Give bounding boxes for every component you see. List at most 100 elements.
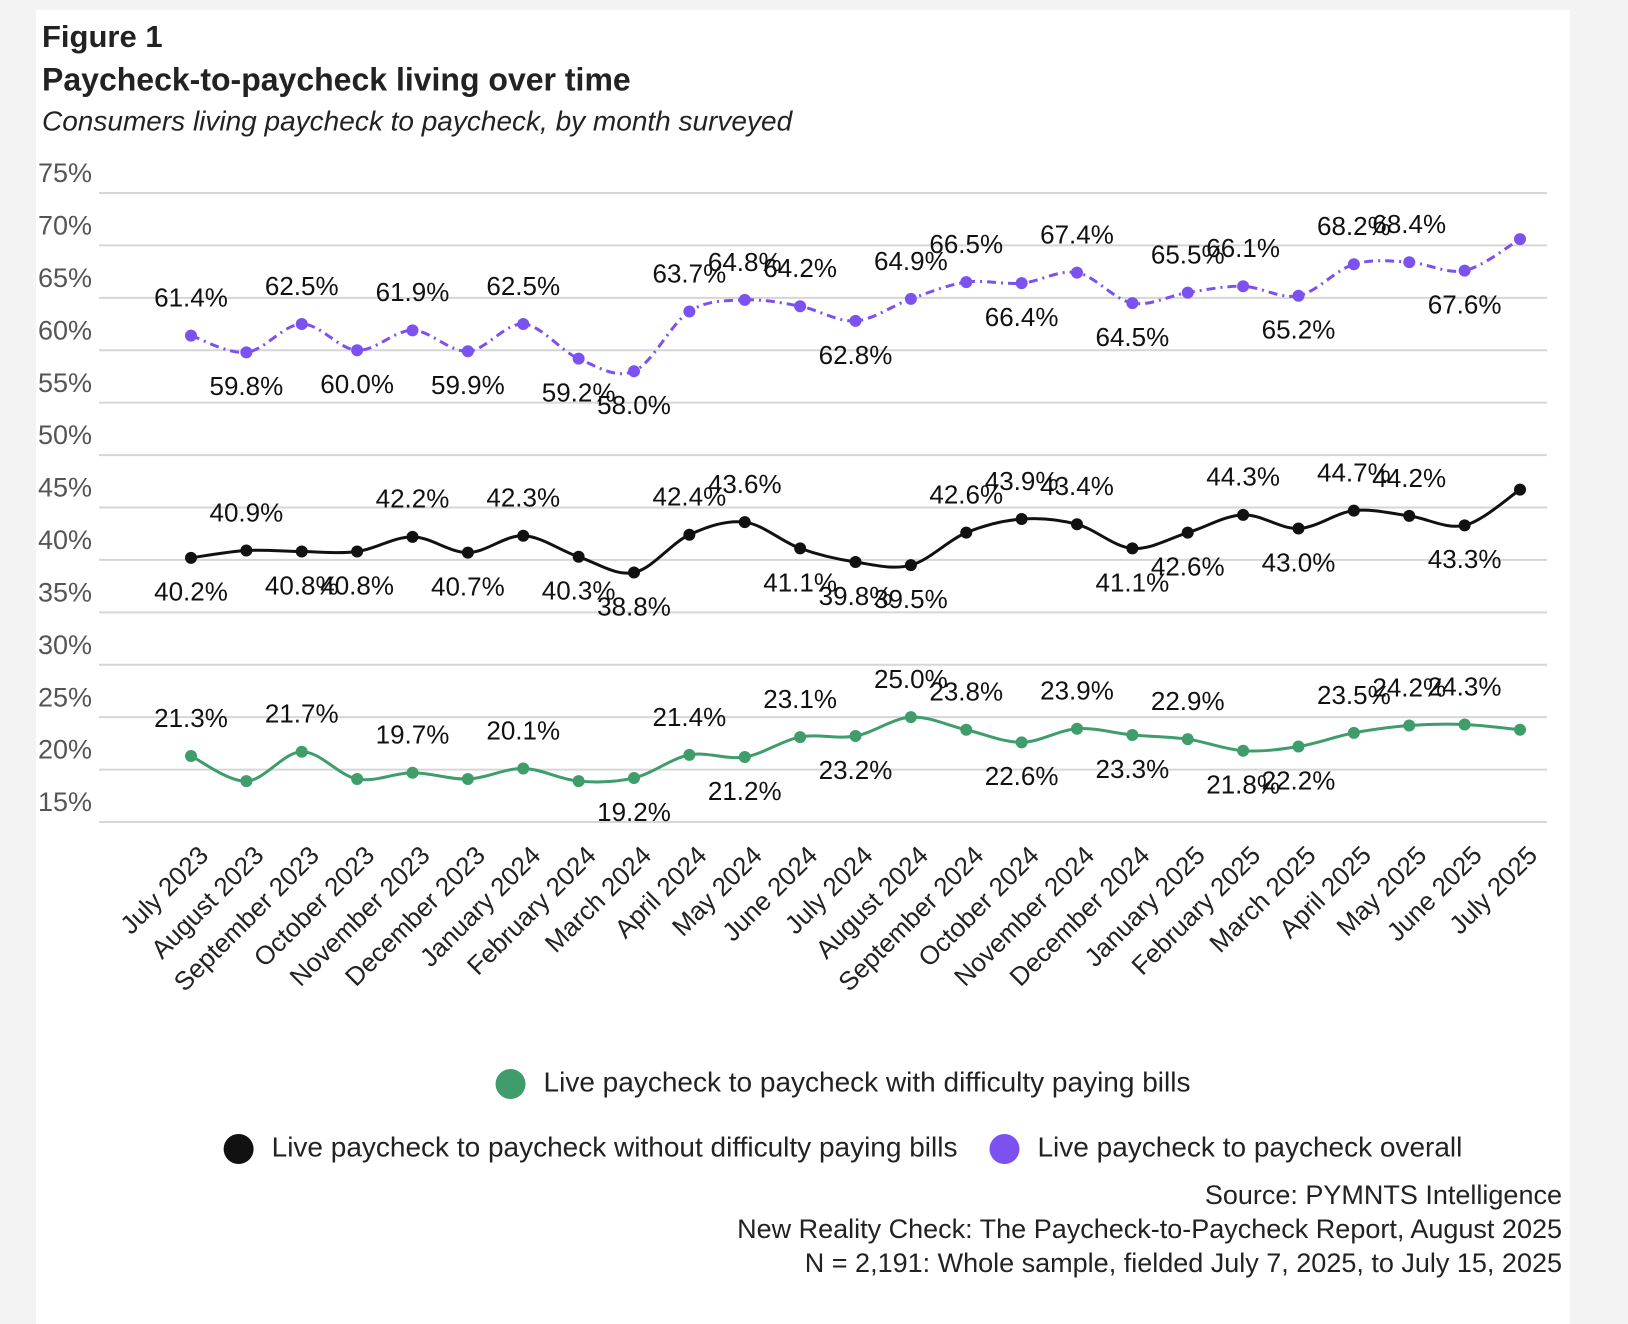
point — [351, 773, 364, 786]
point — [240, 544, 253, 557]
data-label: 68.4% — [1372, 209, 1446, 239]
data-label: 22.6% — [985, 761, 1059, 791]
data-label: 62.8% — [819, 340, 893, 370]
data-label: 44.3% — [1206, 462, 1280, 492]
point — [1237, 280, 1250, 293]
legend-label: Live paycheck to paycheck overall — [1037, 1131, 1462, 1162]
data-label: 59.9% — [431, 370, 505, 400]
data-label: 21.7% — [265, 699, 339, 729]
data-label: 23.8% — [929, 677, 1003, 707]
point — [1126, 542, 1139, 555]
legend-row: Live paycheck to paycheck without diffic… — [223, 1131, 1462, 1164]
y-tick-label: 35% — [38, 577, 92, 607]
data-label: 59.8% — [210, 371, 284, 401]
data-label: 21.4% — [653, 702, 727, 732]
point — [295, 745, 308, 758]
source-note: N = 2,191: Whole sample, fielded July 7,… — [805, 1248, 1562, 1278]
point — [794, 542, 807, 555]
point — [517, 318, 530, 331]
data-label: 66.1% — [1206, 233, 1280, 263]
y-tick-label: 50% — [38, 420, 92, 450]
point — [1514, 723, 1526, 736]
point — [1126, 297, 1139, 310]
figure-label: Figure 1 — [42, 19, 163, 54]
card — [36, 10, 1570, 1324]
chart-title: Paycheck-to-paycheck living over time — [42, 61, 631, 97]
point — [240, 346, 253, 359]
point — [628, 566, 640, 579]
point — [351, 545, 364, 558]
data-label: 65.5% — [1151, 239, 1225, 269]
data-label: 40.8% — [320, 570, 394, 600]
legend-swatch — [989, 1134, 1020, 1164]
point — [1403, 256, 1416, 269]
point — [1181, 526, 1194, 539]
data-label: 43.3% — [1428, 544, 1502, 574]
point — [517, 529, 530, 542]
point — [683, 528, 696, 541]
data-label: 66.4% — [985, 302, 1059, 332]
data-label: 62.5% — [486, 271, 560, 301]
data-label: 40.8% — [265, 570, 339, 600]
point — [1181, 733, 1194, 746]
point — [185, 749, 197, 762]
y-tick-label: 45% — [38, 473, 92, 503]
point — [1015, 736, 1028, 749]
data-label: 23.2% — [819, 755, 893, 785]
point — [849, 730, 862, 743]
data-label: 62.5% — [265, 271, 339, 301]
data-label: 68.2% — [1317, 211, 1391, 241]
data-label: 40.9% — [210, 497, 284, 527]
point — [849, 314, 862, 327]
data-label: 64.9% — [874, 246, 948, 276]
data-label: 40.7% — [431, 571, 505, 601]
data-label: 23.9% — [1040, 676, 1114, 706]
point — [628, 771, 640, 784]
data-label: 64.5% — [1096, 322, 1170, 352]
y-tick-label: 70% — [38, 211, 92, 241]
data-label: 61.4% — [154, 282, 228, 312]
point — [240, 775, 253, 788]
point — [1292, 289, 1305, 302]
data-label: 42.6% — [1151, 552, 1225, 582]
y-tick-label: 30% — [38, 630, 92, 660]
point — [1181, 286, 1194, 299]
point — [904, 711, 917, 724]
point — [1071, 518, 1083, 531]
point — [1458, 264, 1471, 277]
point — [1403, 509, 1416, 522]
point — [1347, 258, 1360, 271]
point — [683, 305, 696, 318]
point — [295, 545, 308, 558]
point — [1347, 504, 1360, 517]
data-label: 44.2% — [1372, 463, 1446, 493]
point — [1458, 718, 1471, 731]
point — [185, 329, 197, 342]
point — [572, 550, 585, 563]
point — [461, 546, 474, 559]
source-note: New Reality Check: The Paycheck-to-Paych… — [737, 1214, 1562, 1244]
point — [628, 365, 640, 378]
y-tick-label: 20% — [38, 735, 92, 765]
point — [738, 516, 751, 529]
y-tick-label: 15% — [38, 787, 92, 817]
point — [1237, 508, 1250, 521]
point — [960, 526, 973, 539]
data-label: 59.2% — [542, 378, 616, 408]
data-label: 64.2% — [763, 253, 837, 283]
y-tick-label: 25% — [38, 682, 92, 712]
point — [572, 352, 585, 365]
point — [904, 292, 917, 305]
y-tick-label: 60% — [38, 315, 92, 345]
point — [1237, 744, 1250, 757]
data-label: 39.5% — [874, 584, 948, 614]
point — [904, 559, 917, 572]
data-label: 60.0% — [320, 369, 394, 399]
point — [351, 344, 364, 357]
y-tick-label: 65% — [38, 263, 92, 293]
point — [461, 345, 474, 358]
y-tick-label: 75% — [38, 158, 92, 188]
point — [960, 276, 973, 289]
